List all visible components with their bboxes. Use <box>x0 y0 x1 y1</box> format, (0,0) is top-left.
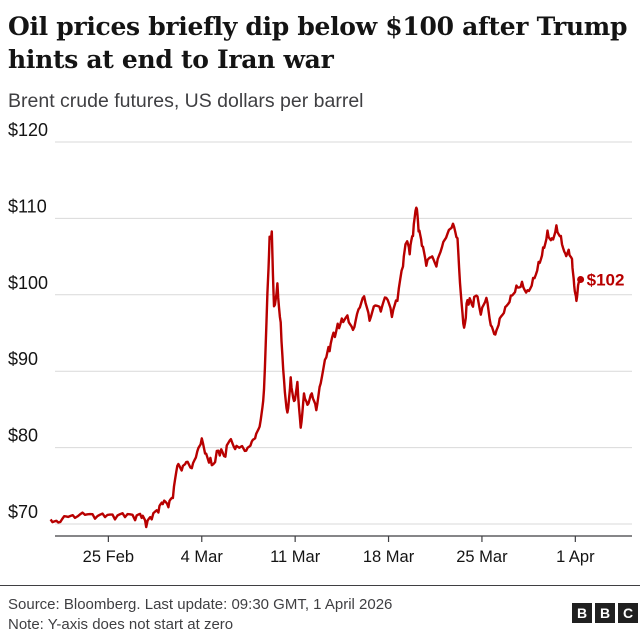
series-path-0 <box>49 206 582 529</box>
x-axis: 25 Feb 4 Mar 11 Mar 18 Mar 25 Mar 1 Apr <box>55 535 632 566</box>
y-tick-label-120: $120 <box>8 120 48 140</box>
x-tick-label-5: 1 Apr <box>556 548 595 566</box>
end-marker-group: $102 <box>577 271 624 290</box>
series-line <box>49 206 582 529</box>
end-point-marker <box>577 276 585 284</box>
bbc-logo-letter-3: C <box>618 603 638 623</box>
x-tick-label-1: 4 Mar <box>181 548 224 566</box>
note-text: Note: Y-axis does not start at zero <box>8 616 234 633</box>
bbc-logo-letter-2: B <box>595 603 615 623</box>
y-tick-label-110: $110 <box>8 196 47 216</box>
chart-plot: $70 $80 $90 $100 $110 $120 25 Feb 4 Mar 11 Mar 1… <box>8 120 632 566</box>
x-tick-label-0: 25 Feb <box>83 548 134 566</box>
chart-subtitle: Brent crude futures, US dollars per barr… <box>8 90 364 112</box>
y-tick-label-100: $100 <box>8 273 48 293</box>
y-tick-label-90: $90 <box>8 349 38 369</box>
bbc-logo-letter-1: B <box>572 603 592 623</box>
end-value-label: $102 <box>587 271 625 290</box>
x-tick-label-2: 11 Mar <box>270 548 321 566</box>
y-tick-label-80: $80 <box>8 426 38 446</box>
x-tick-label-4: 25 Mar <box>456 548 508 566</box>
y-axis-labels: $70 $80 $90 $100 $110 $120 <box>8 120 48 522</box>
source-text: Source: Bloomberg. Last update: 09:30 GM… <box>8 596 393 613</box>
x-tick-label-3: 18 Mar <box>363 548 415 566</box>
gridlines <box>55 141 632 525</box>
y-tick-label-70: $70 <box>8 502 38 522</box>
chart-title: Oil prices briefly dip below $100 after … <box>8 12 628 74</box>
footer-divider <box>0 585 640 586</box>
